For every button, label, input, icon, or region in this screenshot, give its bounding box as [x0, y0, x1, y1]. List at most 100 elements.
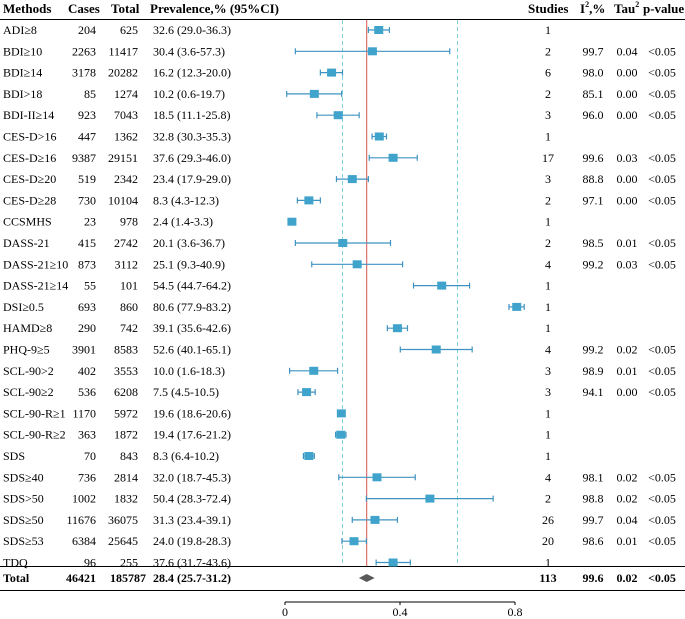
total-value: 843 — [120, 449, 138, 463]
total-value: 2342 — [114, 172, 138, 186]
table-row: CES-D≥16 9387 29151 37.6 (29.3-46.0) 17 99.6 0… — [3, 151, 676, 165]
method-label: PHQ-9≥5 — [3, 343, 50, 357]
total-tau2: 0.02 — [617, 571, 638, 585]
total-value: 2814 — [114, 470, 138, 484]
studies-value: 4 — [545, 470, 551, 484]
i2-value: 99.7 — [583, 44, 604, 58]
point-estimate-marker — [512, 302, 522, 311]
table-row: PHQ-9≥5 3901 8583 52.6 (40.1-65.1) 4 99.2 0.02… — [3, 343, 676, 357]
p-value: <0.05 — [648, 470, 676, 484]
point-estimate-marker — [352, 260, 362, 269]
studies-value: 1 — [545, 321, 551, 335]
i2-value: 99.2 — [583, 343, 604, 357]
x-tick-label: 0.4 — [393, 605, 408, 619]
table-row: SCL-90>2 402 3553 10.0 (1.6-18.3) 3 98.9 0.01 <… — [3, 364, 676, 378]
studies-value: 20 — [542, 534, 554, 548]
point-estimate-marker — [309, 89, 319, 98]
method-label: SCL-90-R≥2 — [3, 428, 66, 442]
tau2-value: 0.02 — [617, 470, 638, 484]
cases-value: 363 — [78, 428, 96, 442]
studies-value: 2 — [545, 492, 551, 506]
p-value: <0.05 — [648, 513, 676, 527]
total-value: 6208 — [114, 385, 138, 399]
i2-value: 96.0 — [583, 108, 604, 122]
cases-value: 519 — [78, 172, 96, 186]
i2-value: 98.1 — [583, 470, 604, 484]
studies-value: 1 — [545, 428, 551, 442]
cases-value: 447 — [78, 130, 96, 144]
table-row: CES-D≥20 519 2342 23.4 (17.9-29.0) 3 88.8 0.00… — [3, 172, 676, 186]
total-value: 7043 — [114, 108, 138, 122]
studies-value: 1 — [545, 279, 551, 293]
tau2-value: 0.02 — [617, 492, 638, 506]
cases-value: 70 — [84, 449, 96, 463]
prevalence-ci-text: 80.6 (77.9-83.2) — [153, 300, 231, 314]
cases-value: 9387 — [72, 151, 96, 165]
p-value: <0.05 — [648, 172, 676, 186]
table-row: CES-D≥28 730 10104 8.3 (4.3-12.3) 2 97.1 0.00 <… — [3, 193, 676, 207]
p-value: <0.05 — [648, 87, 676, 101]
tau2-value: 0.04 — [617, 513, 638, 527]
tau2-value: 0.04 — [617, 44, 638, 58]
table-row: SDS≥50 11676 36075 31.3 (23.4-39.1) 26 99.7 0.… — [3, 513, 676, 527]
total-cases: 46421 — [66, 571, 96, 585]
point-estimate-marker — [309, 366, 319, 375]
studies-value: 3 — [545, 385, 551, 399]
point-estimate-marker — [437, 281, 447, 290]
prevalence-ci-text: 18.5 (11.1-25.8) — [153, 108, 231, 122]
total-p-value: <0.05 — [648, 571, 676, 585]
cases-value: 3178 — [72, 66, 96, 80]
table-row: CES-D>16 447 1362 32.8 (30.3-35.3) 1 — [3, 130, 551, 144]
total-value: 860 — [120, 300, 138, 314]
method-label: CES-D≥28 — [3, 193, 56, 207]
method-label: DSI≥0.5 — [3, 300, 44, 314]
studies-value: 1 — [545, 300, 551, 314]
studies-value: 3 — [545, 172, 551, 186]
table-row: BDI>18 85 1274 10.2 (0.6-19.7) 2 85.1 0.00 <0.0… — [3, 87, 676, 101]
i2-value: 99.6 — [583, 151, 604, 165]
i2-value: 98.0 — [583, 66, 604, 80]
method-label: CES-D≥20 — [3, 172, 56, 186]
studies-value: 17 — [542, 151, 554, 165]
table-row: BDI≥14 3178 20282 16.2 (12.3-20.0) 6 98.0 0.00… — [3, 66, 676, 80]
header-i2: I2,% — [580, 0, 605, 16]
method-label: CCSMHS — [3, 215, 52, 229]
tau2-value: 0.03 — [617, 257, 638, 271]
method-label: BDI≥10 — [3, 44, 42, 58]
point-estimate-marker — [336, 409, 346, 418]
method-label: BDI≥14 — [3, 66, 42, 80]
header-methods: Methods — [3, 1, 51, 16]
prevalence-ci-text: 54.5 (44.7-64.2) — [153, 279, 231, 293]
i2-value: 94.1 — [583, 385, 604, 399]
cases-value: 536 — [78, 385, 96, 399]
table-row: DASS-21≥10 873 3112 25.1 (9.3-40.9) 4 99.2 0.0… — [3, 257, 676, 271]
total-value: 101 — [120, 279, 138, 293]
header-studies: Studies — [528, 1, 568, 16]
studies-value: 1 — [545, 215, 551, 229]
point-estimate-marker — [431, 345, 441, 354]
i2-value: 88.8 — [583, 172, 604, 186]
i2-value: 99.2 — [583, 257, 604, 271]
method-label: SCL-90-R≥1 — [3, 406, 66, 420]
method-label: SDS>50 — [3, 492, 44, 506]
studies-value: 26 — [542, 513, 554, 527]
studies-value: 1 — [545, 23, 551, 37]
prevalence-ci-text: 39.1 (35.6-42.6) — [153, 321, 231, 335]
table-row: SCL-90-R≥2 363 1872 19.4 (17.6-21.2) 1 — [3, 428, 551, 442]
i2-value: 97.1 — [583, 193, 604, 207]
tau2-value: 0.01 — [617, 364, 638, 378]
cases-value: 3901 — [72, 343, 96, 357]
method-label: SDS — [3, 449, 25, 463]
total-studies: 113 — [539, 571, 556, 585]
header-total: Total — [111, 1, 140, 16]
studies-value: 1 — [545, 556, 551, 570]
method-label: BDI-II≥14 — [3, 108, 54, 122]
tau2-value: 0.00 — [617, 172, 638, 186]
method-label: SDS≥53 — [3, 534, 44, 548]
total-value: 2742 — [114, 236, 138, 250]
prevalence-ci-text: 7.5 (4.5-10.5) — [153, 385, 219, 399]
prevalence-ci-text: 8.3 (4.3-12.3) — [153, 193, 219, 207]
point-estimate-marker — [338, 239, 348, 247]
method-label: SCL-90>2 — [3, 364, 54, 378]
